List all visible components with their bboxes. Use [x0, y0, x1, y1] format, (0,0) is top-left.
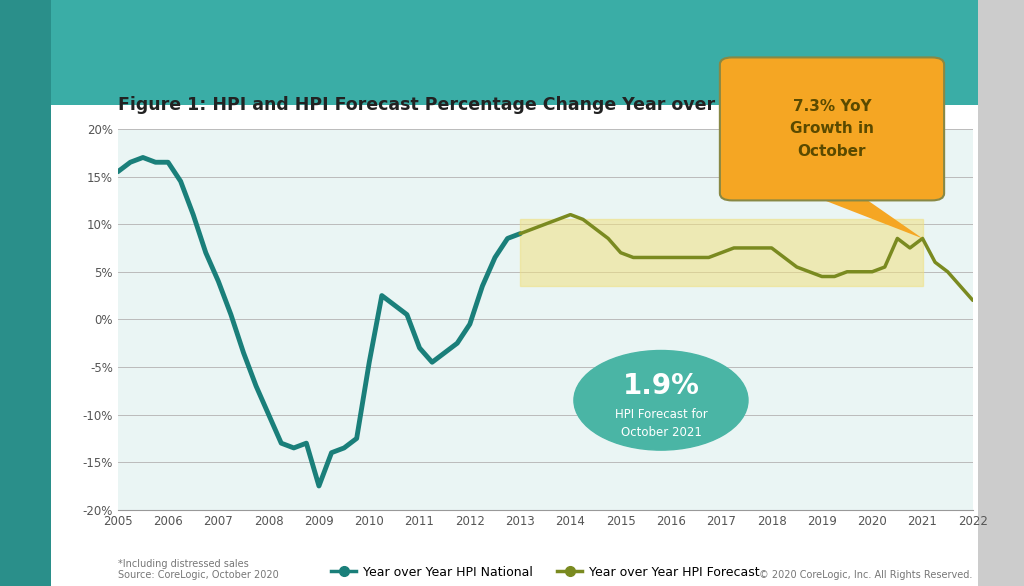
Text: HPI Forecast for
October 2021: HPI Forecast for October 2021	[614, 408, 708, 440]
Text: 7.3% YoY
Growth in
October: 7.3% YoY Growth in October	[790, 99, 874, 159]
Text: 1.9%: 1.9%	[623, 372, 699, 400]
Legend: Year over Year HPI National, Year over Year HPI Forecast: Year over Year HPI National, Year over Y…	[327, 561, 764, 584]
Text: *Including distressed sales
Source: CoreLogic, October 2020: *Including distressed sales Source: Core…	[118, 558, 279, 580]
Text: © 2020 CoreLogic, Inc. All Rights Reserved.: © 2020 CoreLogic, Inc. All Rights Reserv…	[760, 570, 973, 580]
Bar	[520, 219, 923, 286]
Text: Figure 1: HPI and HPI Forecast Percentage Change Year over Year: Figure 1: HPI and HPI Forecast Percentag…	[118, 96, 764, 114]
